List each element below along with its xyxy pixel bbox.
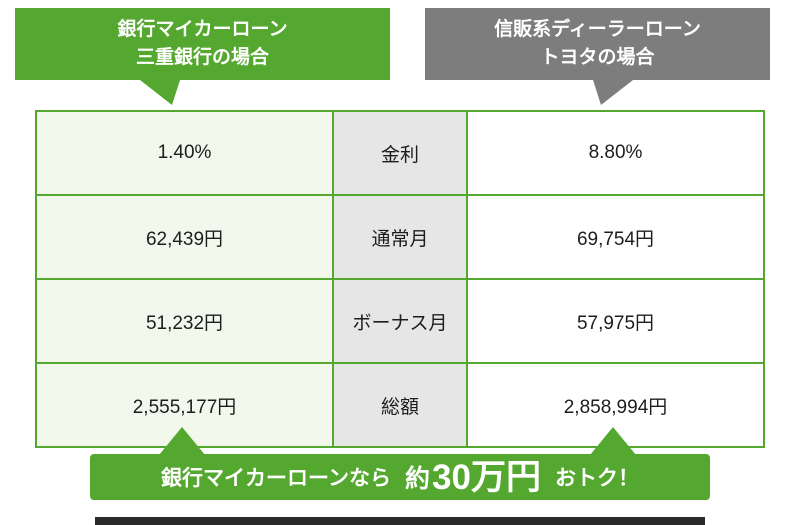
table-row: 2,555,177円 総額 2,858,994円 [35,362,765,448]
comparison-table: 1.40% 金利 8.80% 62,439円 通常月 69,754円 51,23… [35,110,765,448]
bank-monthly-cell: 62,439円 [35,194,334,280]
bank-rate-cell: 1.40% [35,110,334,196]
bank-loan-callout: 銀行マイカーローン 三重銀行の場合 [15,8,390,105]
row-label-monthly: 通常月 [332,194,468,280]
bottom-partial-element [95,517,705,525]
dealer-bonus-cell: 57,975円 [466,278,765,364]
row-label-bonus: ボーナス月 [332,278,468,364]
dealer-loan-callout: 信販系ディーラーローン トヨタの場合 [425,8,770,105]
row-label-total: 総額 [332,362,468,448]
savings-banner-suffix: おトク！ [554,467,639,490]
savings-banner-prefix: 銀行マイカーローンなら [161,467,391,490]
row-label-rate: 金利 [332,110,468,196]
dealer-loan-callout-line2: トヨタの場合 [540,47,655,68]
bank-bonus-cell: 51,232円 [35,278,334,364]
savings-banner-approx: 約 [405,465,431,493]
savings-banner-amount: 30万円 [432,457,541,497]
dealer-rate-cell: 8.80% [466,110,765,196]
table-row: 62,439円 通常月 69,754円 [35,194,765,280]
bank-loan-callout-line2: 三重銀行の場合 [135,47,269,68]
savings-banner: 銀行マイカーローンなら 約 30万円 おトク！ [90,454,710,500]
arrow-up-right-icon [590,427,636,455]
bank-loan-callout-line1: 銀行マイカーローン [117,18,288,40]
arrow-up-left-icon [159,427,205,455]
dealer-loan-callout-line1: 信販系ディーラーローン [494,18,701,40]
dealer-callout-tail [593,80,633,105]
dealer-monthly-cell: 69,754円 [466,194,765,280]
bank-callout-tail [140,80,180,105]
table-row: 1.40% 金利 8.80% [35,110,765,196]
table-row: 51,232円 ボーナス月 57,975円 [35,278,765,364]
dealer-total-cell: 2,858,994円 [466,362,765,448]
